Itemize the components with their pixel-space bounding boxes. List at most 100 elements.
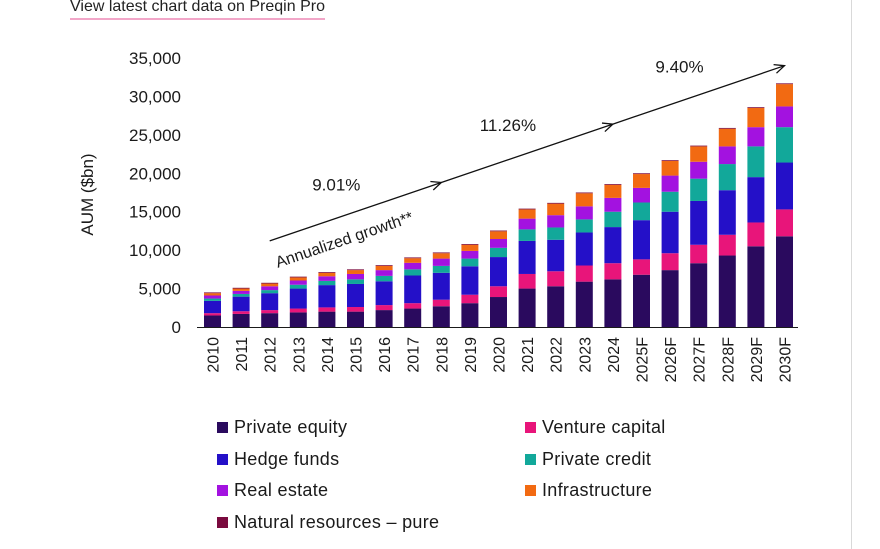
legend-item: Venture capital xyxy=(525,417,666,438)
bar-segment xyxy=(518,208,536,210)
bar-segment xyxy=(776,162,793,210)
bar-segment xyxy=(776,106,793,128)
bar-segment xyxy=(518,288,536,327)
bar-stack-2028F xyxy=(718,127,736,327)
growth-rate-label: 9.40% xyxy=(655,58,703,77)
bar-segment xyxy=(776,84,793,107)
bar-segment xyxy=(461,266,479,295)
bar-segment xyxy=(375,270,393,276)
bar-segment xyxy=(204,313,221,316)
legend-swatch xyxy=(525,422,536,433)
bar-segment xyxy=(604,211,622,228)
bar-segment xyxy=(232,290,250,294)
bar-stack-2026F xyxy=(661,160,679,327)
bar-segment xyxy=(604,279,622,327)
x-tick-label: 2024 xyxy=(606,337,623,373)
bar-stack-2015 xyxy=(347,269,364,327)
bar-segment xyxy=(747,127,765,147)
bar-segment xyxy=(461,303,479,327)
bar-segment xyxy=(232,311,250,314)
bar-stack-2016 xyxy=(375,265,393,327)
x-tick-label: 2026F xyxy=(663,337,680,383)
bar-segment xyxy=(604,227,622,264)
bar-segment xyxy=(432,258,450,266)
legend-swatch xyxy=(217,422,228,433)
bar-segment xyxy=(461,244,479,251)
bar-segment xyxy=(776,127,793,163)
growth-arrow-segment: 11.26% xyxy=(441,116,615,184)
bar-segment xyxy=(747,107,765,128)
bar-segment xyxy=(232,293,250,297)
bar-segment xyxy=(347,269,364,271)
bar-segment xyxy=(432,272,450,300)
arrow-head-icon xyxy=(773,64,786,74)
bar-segment xyxy=(747,146,765,178)
bar-segment xyxy=(404,257,422,259)
stacked-bar-chart: 0 5,000 10,000 15,000 20,000 25,000 30,000 35,0… xyxy=(78,49,798,383)
legend-label: Venture capital xyxy=(542,417,666,437)
x-tick-label: 2030F xyxy=(778,337,795,383)
legend-item: Hedge funds xyxy=(217,449,339,470)
bar-stack-2019 xyxy=(461,243,479,327)
bar-segment xyxy=(747,107,765,108)
bar-segment xyxy=(747,246,765,327)
legend-item: Private equity xyxy=(217,417,347,438)
bar-segment xyxy=(261,282,279,284)
bar-segment xyxy=(375,275,393,282)
bar-segment xyxy=(633,259,650,275)
bar-segment xyxy=(375,265,393,266)
bar-stack-2014 xyxy=(318,272,336,327)
bar-segment xyxy=(204,292,221,294)
bar-segment xyxy=(232,313,250,327)
bar-segment xyxy=(318,276,336,281)
bar-segment xyxy=(261,286,279,291)
bar-segment xyxy=(318,307,336,312)
bar-segment xyxy=(575,193,593,207)
bar-segment xyxy=(604,184,622,198)
bar-stack-2012 xyxy=(261,282,279,327)
bar-segment xyxy=(575,192,593,194)
bar-segment xyxy=(575,232,593,266)
bar-segment xyxy=(747,222,765,247)
bar-stack-2022 xyxy=(547,202,565,327)
bar-stack-2010 xyxy=(204,292,221,327)
annualized-growth-label: Annualized growth** xyxy=(274,209,416,272)
bar-segment xyxy=(518,240,536,274)
bar-segment xyxy=(604,184,622,185)
bar-segment xyxy=(690,178,708,201)
bar-segment xyxy=(718,127,736,129)
bar-stack-2025F xyxy=(633,173,650,327)
bar-segment xyxy=(404,275,422,304)
bar-segment xyxy=(461,258,479,267)
bar-segment xyxy=(547,239,565,272)
bar-segment xyxy=(490,230,507,232)
growth-arrow-line xyxy=(612,65,785,125)
x-tick-label: 2011 xyxy=(234,337,251,372)
bar-segment xyxy=(261,313,279,327)
bar-segment xyxy=(518,229,536,241)
bar-stack-2017 xyxy=(404,257,422,327)
bar-segment xyxy=(204,298,221,301)
bar-segment xyxy=(375,281,393,306)
growth-arrow-line xyxy=(441,123,614,184)
bar-segment xyxy=(604,197,622,212)
bar-segment xyxy=(547,215,565,228)
bar-segment xyxy=(547,271,565,287)
bar-segment xyxy=(432,265,450,273)
bar-segment xyxy=(289,308,307,313)
bar-segment xyxy=(776,83,793,85)
bar-segment xyxy=(747,177,765,223)
bar-segment xyxy=(261,310,279,314)
bar-segment xyxy=(432,306,450,327)
bar-segment xyxy=(661,160,679,176)
bar-segment xyxy=(404,303,422,309)
bar-segment xyxy=(347,283,364,308)
bar-segment xyxy=(633,220,650,260)
view-chart-data-link[interactable]: View latest chart data on Preqin Pro xyxy=(70,0,325,20)
bar-segment xyxy=(490,286,507,298)
bar-segment xyxy=(404,258,422,263)
bar-segment xyxy=(432,252,450,254)
bar-segment xyxy=(261,283,279,287)
legend-label: Private credit xyxy=(542,448,652,469)
bar-segment xyxy=(404,269,422,276)
